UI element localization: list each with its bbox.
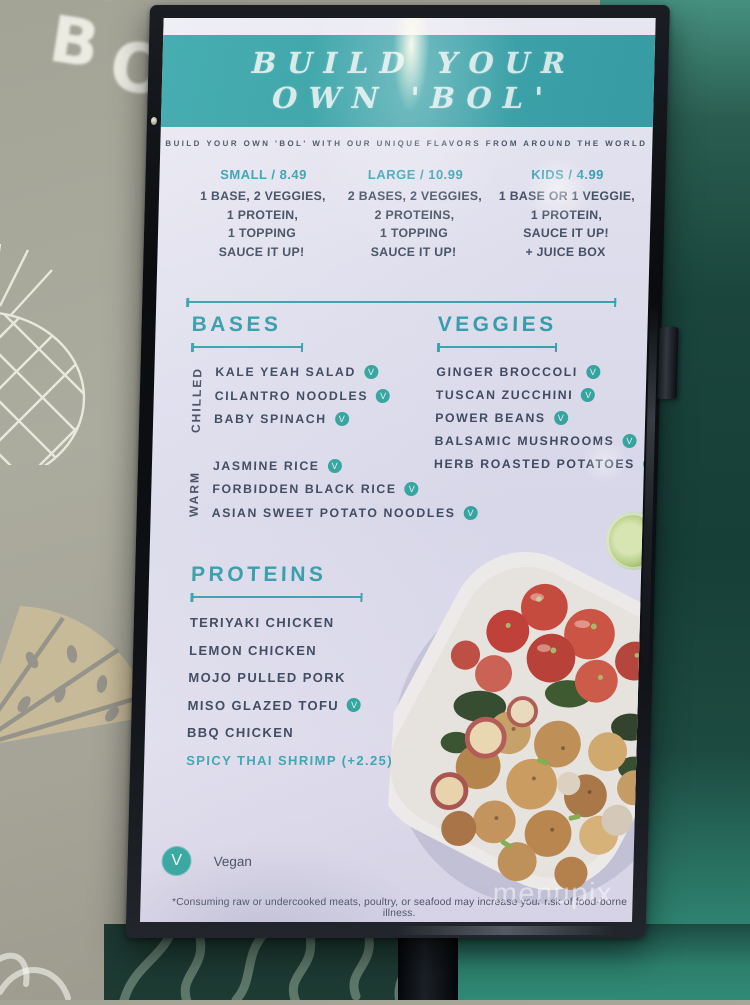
menu-item: KALE YEAH SALAD V (215, 365, 391, 379)
menu-item: MISO GLAZED TOFU V (187, 698, 394, 713)
menu-item: CILANTRO NOODLES V (215, 388, 391, 403)
menu-item: MOJO PULLED PORK (188, 670, 347, 685)
bezel-reflection-bottom (395, 926, 616, 935)
section-proteins: PROTEINS TERIYAKI CHICKEN LEMON CHICKEN … (186, 563, 399, 780)
size-options: SMALL / 8.49 1 BASE, 2 VEGGIES, 1 PROTEI… (185, 167, 643, 261)
vegan-badge: V (463, 505, 478, 520)
vegan-badge: V (622, 434, 637, 448)
size-column-small: SMALL / 8.49 1 BASE, 2 VEGGIES, 1 PROTEI… (185, 167, 339, 261)
size-heading-small: SMALL / 8.49 (220, 167, 308, 182)
size-heading-large: LARGE / 10.99 (367, 167, 464, 182)
title-band: BUILD YOUR OWN 'BOL' (160, 35, 656, 127)
size-column-kids: KIDS / 4.99 1 BASE OR 1 VEGGIE, 1 PROTEI… (489, 167, 643, 261)
menu-item-highlight: SPICY THAI SHRIMP (+2.25) (186, 752, 394, 768)
heading-underline (191, 346, 304, 348)
menu-item: BABY SPINACH V (214, 412, 390, 426)
vegan-badge: V (404, 482, 419, 496)
screen-mount (398, 926, 458, 1000)
pineapple-line-art (0, 240, 160, 484)
food-bowl-photo (375, 533, 656, 915)
vegan-badge: V (581, 388, 596, 402)
menu-title-line1: BUILD YOUR (251, 46, 577, 80)
section-divider (186, 301, 617, 303)
menu-item: HERB ROASTED POTATOESV (434, 457, 656, 471)
vegan-badge: V (327, 458, 342, 473)
group-label-chilled: CHILLED (188, 367, 205, 434)
vegan-badge: V (585, 365, 601, 379)
menupix-watermark: menupix (492, 878, 614, 910)
vegan-badge: V (346, 698, 362, 712)
bezel-screw (150, 117, 158, 125)
screen-side-button (657, 327, 679, 399)
vegan-badge: V (375, 388, 391, 403)
menu-item: POWER BEANS V (435, 411, 656, 425)
menu-item: TUSCAN ZUCCHINI V (436, 388, 656, 402)
vegan-badge: V (363, 365, 379, 379)
group-label-warm: WARM (186, 470, 202, 517)
vegan-legend: V Vegan (161, 846, 252, 876)
vegan-legend-label: Vegan (213, 853, 253, 869)
menu-item: LEMON CHICKEN (188, 642, 318, 658)
menu-item: ASIAN SWEET POTATO NOODLES V (212, 505, 478, 520)
menu-content: BUILD YOUR OWN 'BOL' BUILD YOUR OWN 'BOL… (139, 18, 656, 922)
section-heading-veggies: VEGGIES (437, 313, 557, 336)
menu-item: BBQ CHICKEN (186, 725, 295, 740)
section-veggies: VEGGIES GINGER BROCCOLI V TUSCAN ZUCCHINI… (434, 313, 656, 480)
menu-item: TERIYAKI CHICKEN (189, 615, 335, 630)
size-column-large: LARGE / 10.99 2 BASES, 2 VEGGIES, 2 PROT… (337, 167, 491, 261)
digital-menu-screen: BUILD YOUR OWN 'BOL' BUILD YOUR OWN 'BOL… (125, 5, 679, 938)
size-heading-kids: KIDS / 4.99 (531, 167, 605, 182)
citrus-slice-art (0, 598, 160, 753)
heading-underline (190, 596, 363, 598)
vegan-legend-icon: V (161, 846, 192, 876)
menu-item: GINGER BROCCOLI V (436, 365, 655, 379)
menu-item: BALSAMIC MUSHROOMS V (434, 434, 655, 448)
top-white-strip (163, 18, 656, 35)
section-heading-proteins: PROTEINS (190, 563, 327, 586)
vegan-badge: V (334, 412, 349, 426)
menu-title-line2: OWN 'BOL' (271, 81, 555, 115)
heading-underline (437, 346, 558, 348)
menu-item: FORBIDDEN BLACK RICE V (212, 482, 478, 496)
wall-swirl-art (0, 940, 102, 1001)
vegan-badge: V (553, 411, 568, 425)
menu-subtitle: BUILD YOUR OWN 'BOL' WITH OUR UNIQUE FLA… (165, 139, 648, 148)
